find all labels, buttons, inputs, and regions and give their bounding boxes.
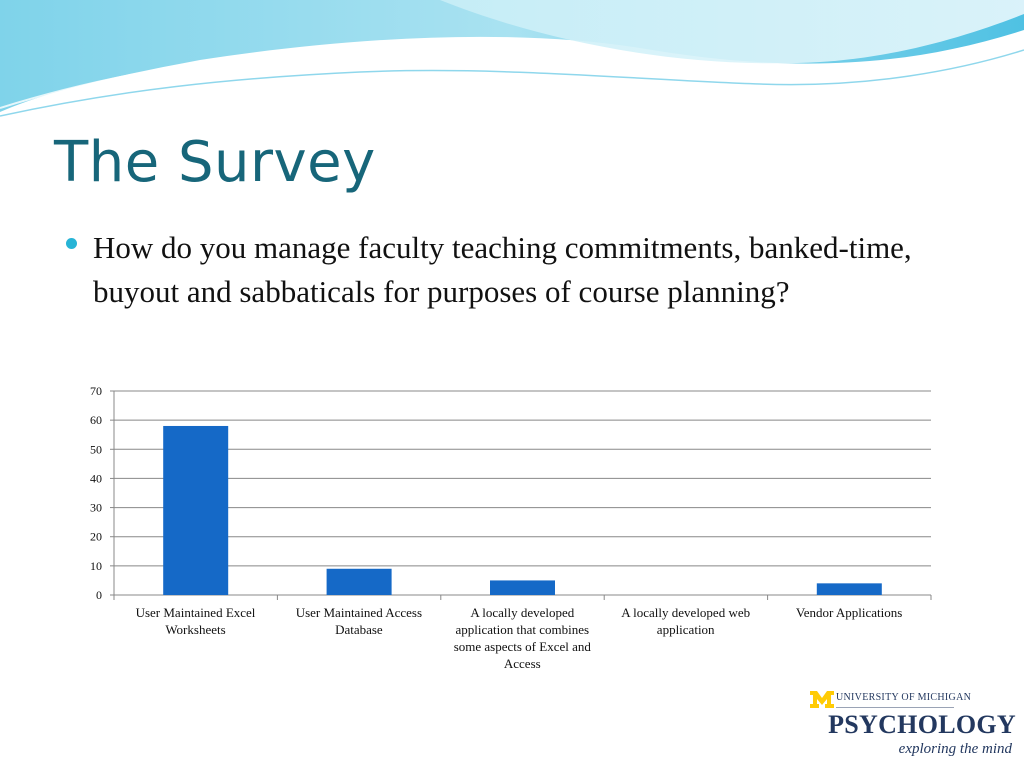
bar: [816, 583, 882, 595]
x-category-label: Vendor Applications: [795, 605, 903, 620]
logo-university-text: UNIVERSITY OF MICHIGAN: [836, 692, 972, 703]
bar: [490, 580, 555, 595]
y-tick-label: 60: [90, 413, 102, 427]
slide-title: The Survey: [54, 130, 376, 195]
bar: [326, 568, 392, 595]
bullet-item: How do you manage faculty teaching commi…: [66, 226, 946, 314]
y-tick-label: 30: [90, 501, 102, 515]
y-tick-label: 0: [96, 588, 102, 602]
x-category-label: User Maintained Access Database: [295, 605, 423, 637]
bar: [163, 425, 229, 595]
block-m-icon: [810, 691, 834, 708]
x-category-label: A locally developed web application: [621, 605, 751, 637]
y-tick-label: 50: [90, 442, 102, 456]
university-logo: UNIVERSITY OF MICHIGAN PSYCHOLOGY explor…: [808, 688, 1020, 764]
y-tick-label: 40: [90, 471, 102, 485]
logo-department-text: PSYCHOLOGY: [828, 710, 1016, 739]
header-wave-decoration: [0, 0, 1024, 117]
logo-tagline: exploring the mind: [898, 741, 1012, 757]
logo-divider: [836, 707, 954, 708]
y-tick-label: 70: [90, 384, 102, 398]
y-tick-label: 20: [90, 530, 102, 544]
x-category-label: A locally developed application that com…: [453, 605, 591, 671]
bullet-question-text: How do you manage faculty teaching commi…: [93, 230, 912, 309]
x-category-label: User Maintained Excel Worksheets: [135, 605, 256, 637]
y-tick-label: 10: [90, 559, 102, 573]
bullet-icon: [66, 238, 77, 249]
